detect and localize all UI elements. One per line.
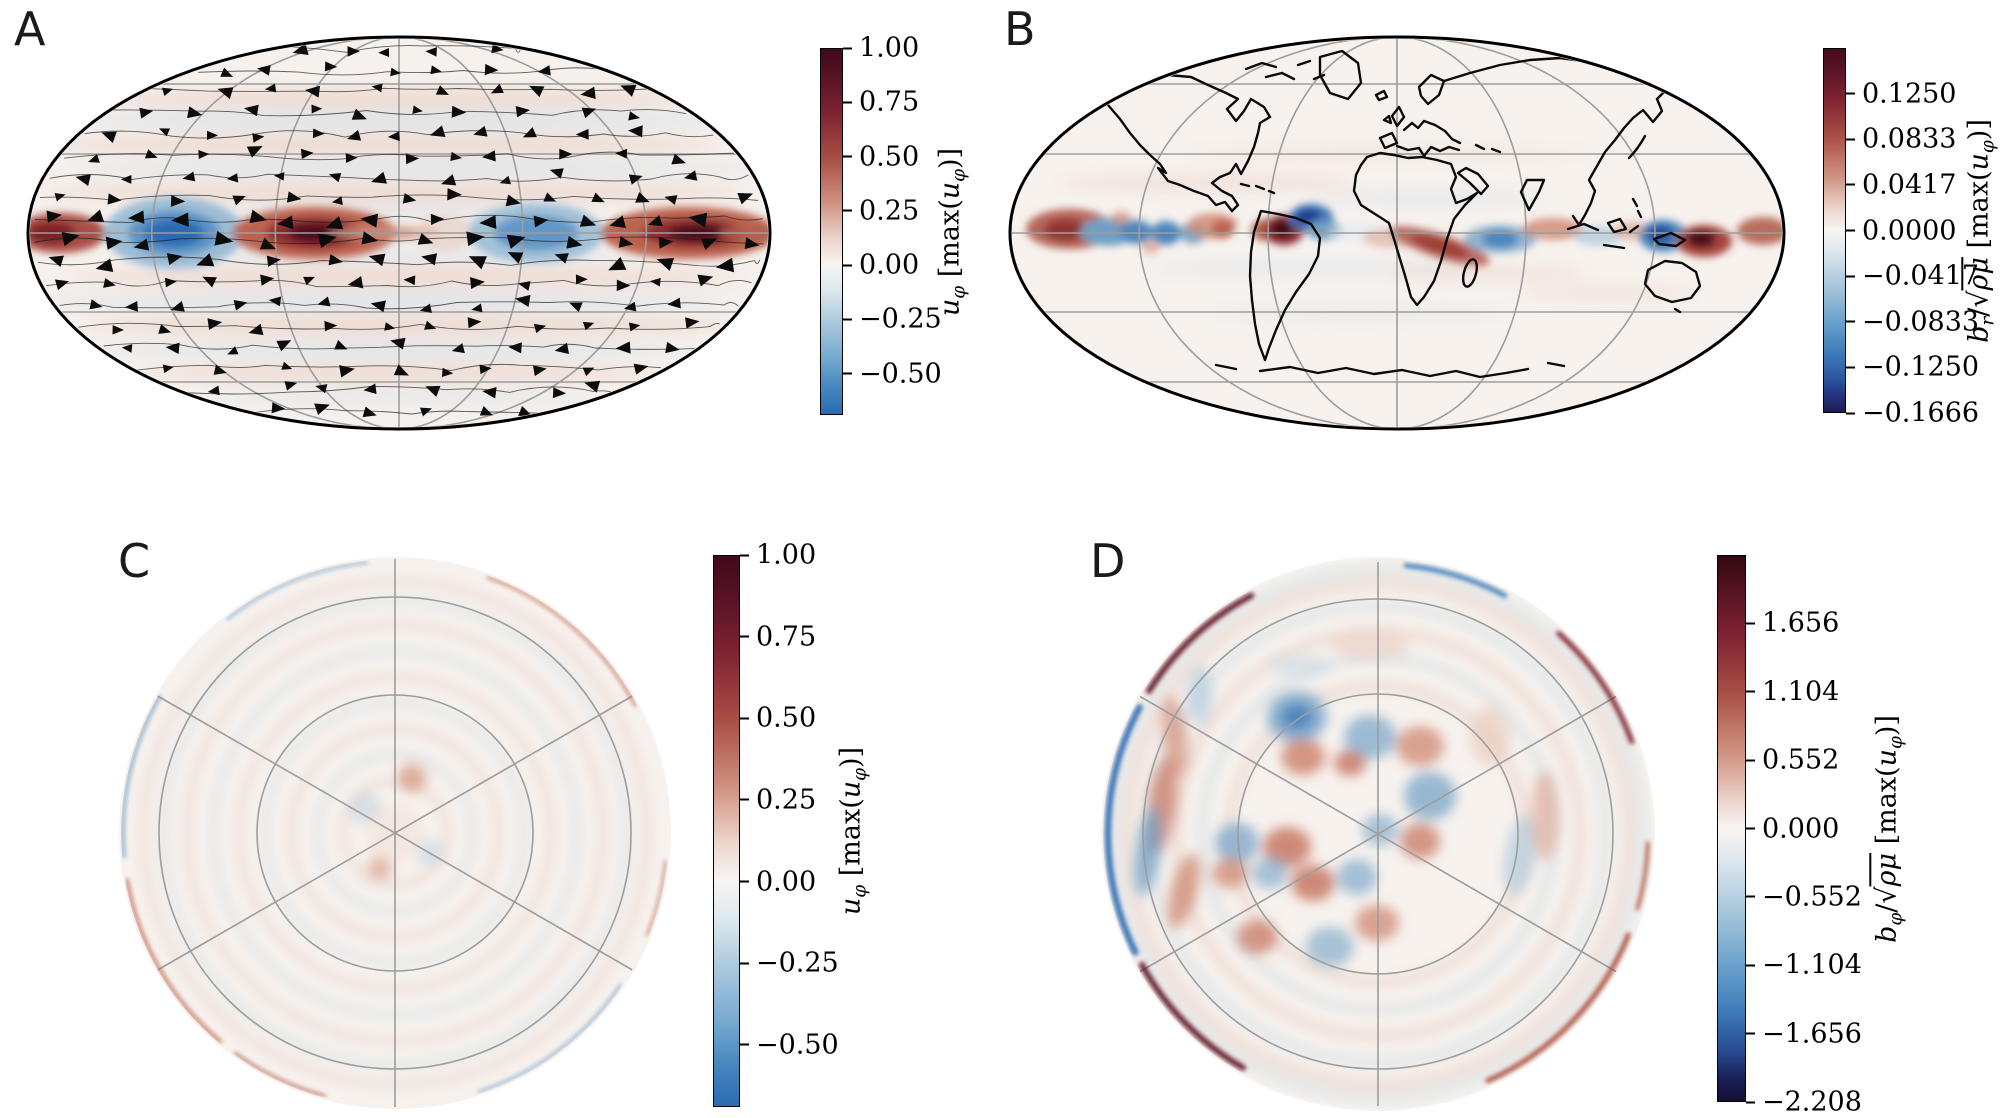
colorbar-tick: 1.00: [843, 33, 919, 64]
colorbar-c: uφ [max(uφ)] 1.00 0.75 0.50 0.25 0.00 −0.25 −0…: [713, 540, 871, 1107]
rim-arcs: [1104, 563, 1650, 1084]
polar-graticule: [1139, 562, 1617, 1106]
colorbar-tick: 0.000: [1746, 813, 1839, 844]
colorbar-tick: 0.25: [843, 195, 919, 226]
colorbar-tick: −0.552: [1746, 881, 1862, 912]
panel-d-letter: D: [1090, 534, 1126, 588]
colorbar-d-label: bφ/√ρμ [max(uφ)]: [1871, 714, 1907, 943]
colorbar-a: uφ [max(uφ)] 1.00 0.75 0.50 0.25 0.00 −0.25 −0…: [820, 33, 970, 415]
colorbar-tick: −1.104: [1746, 950, 1862, 981]
colorbar-tick: 0.0417: [1846, 169, 1956, 200]
panel-d-disk: [1101, 557, 1655, 1111]
colorbar-tick: −2.208: [1746, 1087, 1862, 1118]
panel-a-map: [26, 35, 772, 431]
colorbar-tick: 0.25: [740, 784, 816, 815]
colorbar-b-gradient: [1823, 48, 1846, 413]
colorbar-a-label: uφ [max(uφ)]: [934, 147, 970, 316]
colorbar-tick: 1.656: [1746, 608, 1839, 639]
panel-b-letter: B: [1004, 2, 1036, 56]
colorbar-tick: −0.25: [843, 304, 942, 335]
colorbar-tick: 0.50: [740, 703, 816, 734]
rim-arcs: [121, 561, 667, 1097]
colorbar-tick: 0.0833: [1846, 124, 1956, 155]
colorbar-tick: −0.0833: [1846, 306, 1979, 337]
polar-graticule: [157, 559, 633, 1107]
map-outline: [1008, 35, 1786, 431]
colorbar-tick: −1.656: [1746, 1018, 1862, 1049]
colorbar-b: br/√ρμ [max(uφ)] 0.1250 0.0833 0.0417 0.000…: [1823, 48, 1999, 429]
colorbar-d: bφ/√ρμ [max(uφ)] 1.656 1.104 0.552 0.000 −0.…: [1717, 555, 1907, 1118]
colorbar-tick: 0.75: [843, 87, 919, 118]
colorbar-tick: 1.104: [1746, 676, 1839, 707]
colorbar-tick: −0.1666: [1846, 398, 1979, 429]
colorbar-d-gradient: [1717, 555, 1746, 1102]
colorbar-c-label: uφ [max(uφ)]: [835, 746, 871, 916]
panel-a-letter: A: [14, 2, 46, 56]
panel-c-letter: C: [118, 534, 151, 588]
cell-blobs: [1134, 632, 1559, 967]
streamline-arrows: [46, 42, 760, 418]
colorbar-tick: −0.0417: [1846, 261, 1979, 292]
colorbar-tick: −0.50: [740, 1029, 839, 1060]
map-outline: [26, 35, 772, 431]
colorbar-tick: −0.1250: [1846, 352, 1979, 383]
panel-b-map: [1008, 35, 1786, 431]
label-sub: φ: [948, 285, 970, 299]
colorbar-tick: 1.00: [740, 540, 816, 571]
colorbar-tick: 0.75: [740, 621, 816, 652]
colorbar-tick: 0.00: [740, 866, 816, 897]
colorbar-tick: 0.552: [1746, 745, 1839, 776]
colorbar-tick: 0.1250: [1846, 78, 1956, 109]
colorbar-tick: −0.50: [843, 358, 942, 389]
colorbar-c-gradient: [713, 555, 740, 1107]
colorbar-a-gradient: [820, 48, 843, 415]
colorbar-tick: 0.0000: [1846, 215, 1956, 246]
panel-c-disk: [119, 557, 671, 1109]
colorbar-tick: −0.25: [740, 948, 839, 979]
colorbar-tick: 0.00: [843, 250, 919, 281]
colorbar-tick: 0.50: [843, 141, 919, 172]
